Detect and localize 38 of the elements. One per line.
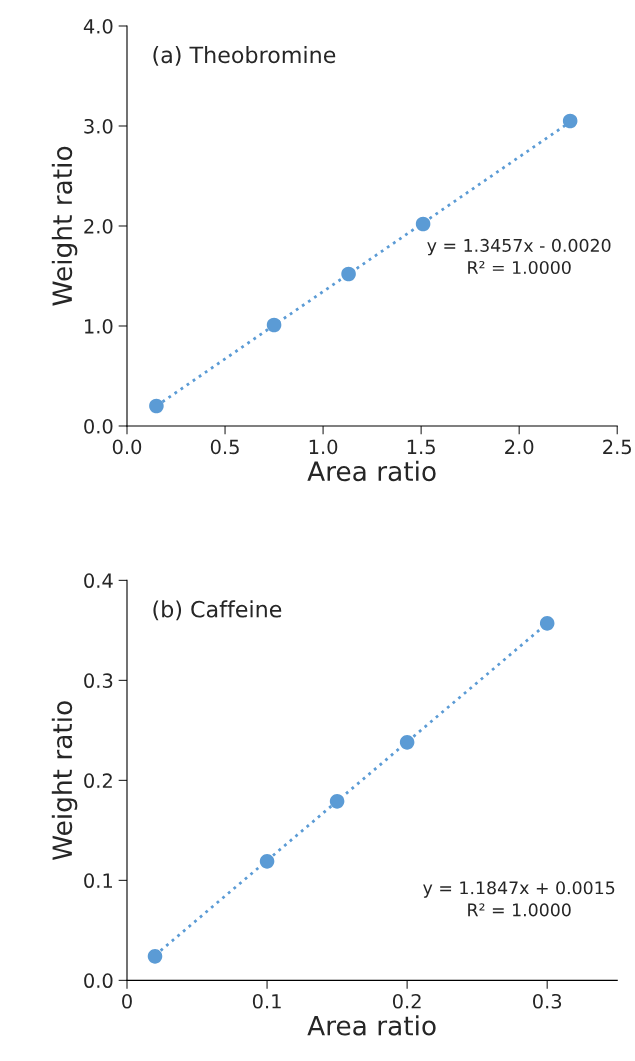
- x-tick-label: 2.0: [505, 439, 534, 455]
- point: [266, 317, 282, 333]
- x-tick-label: 0.2: [392, 993, 421, 1009]
- x-tick-label: 0: [122, 993, 132, 1009]
- text: (b) Caffeine: [153, 600, 282, 621]
- x-tick-label: 2.5: [603, 439, 631, 455]
- y-tick-label: 3.0: [84, 118, 113, 134]
- point: [147, 949, 163, 964]
- point: [259, 854, 275, 869]
- y-tick-label: 0.0: [84, 973, 113, 989]
- point: [562, 113, 578, 129]
- annotation: y = 1.1847x + 0.0015 R² = 1.0000: [423, 881, 615, 917]
- y-tick-label: 4.0: [83, 18, 113, 34]
- y-tick-label: 0.4: [84, 573, 113, 589]
- y-tick-label: 0.1: [84, 873, 113, 889]
- y-tick-label: 2.0: [84, 218, 113, 234]
- point: [415, 216, 431, 232]
- annotation: y = 1.3457x - 0.0020 R² = 1.0000: [427, 238, 611, 275]
- x-tick-label: 0.0: [112, 439, 142, 455]
- x-tick-label: 1.0: [309, 439, 338, 455]
- point: [341, 266, 356, 282]
- y-tick-label: 0.3: [84, 673, 113, 689]
- point: [399, 735, 415, 750]
- y-axis-title: Weight ratio: [51, 701, 78, 861]
- x-tick-label: 0.1: [252, 993, 281, 1009]
- y-tick-label: 0.0: [84, 418, 113, 434]
- x-tick-label: 0.5: [210, 439, 239, 455]
- x-tick-label: 1.5: [407, 439, 435, 455]
- y-axis-title: Weight ratio: [51, 146, 78, 306]
- x-axis-title: Area ratio: [307, 1015, 436, 1036]
- y-tick-label: 0.2: [84, 773, 112, 789]
- x-tick-label: 0.3: [533, 993, 562, 1009]
- point: [149, 398, 164, 414]
- x-axis-title: Area ratio: [307, 460, 436, 482]
- point: [539, 616, 555, 631]
- y-tick-label: 1.0: [85, 318, 113, 334]
- text: (a) Theobromine: [153, 45, 336, 66]
- point: [329, 794, 345, 809]
